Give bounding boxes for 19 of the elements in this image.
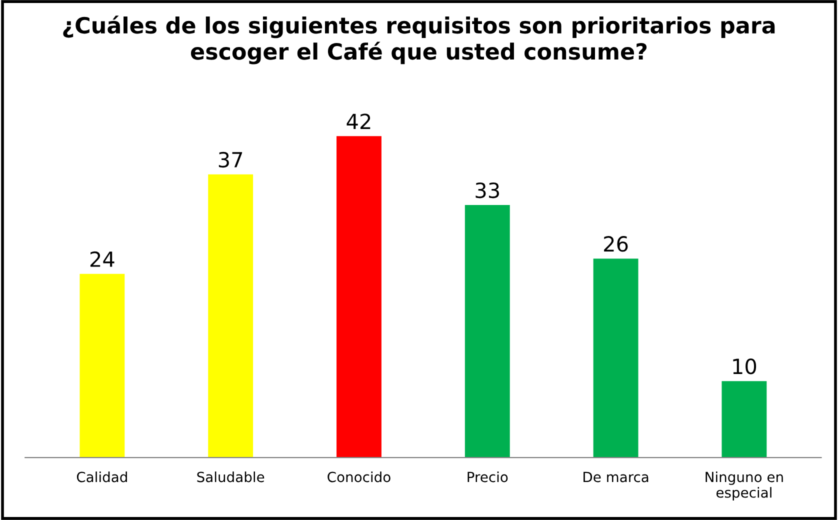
data-label: 10	[733, 358, 756, 374]
bar	[208, 174, 254, 458]
x-tick-label: Precio	[468, 471, 508, 482]
x-tick-label: Saludable	[197, 471, 264, 482]
bar	[722, 381, 767, 458]
x-tick-label: Conocido	[328, 471, 390, 482]
x-tick-label: Ninguno en especial	[706, 471, 783, 500]
data-label: 33	[476, 182, 499, 198]
data-label: 24	[90, 251, 114, 267]
bar	[80, 274, 125, 458]
bar	[593, 258, 638, 458]
data-label: 42	[346, 114, 370, 130]
x-tick-label: Calidad	[76, 471, 127, 482]
chart-title: ¿Cuáles de los siguientes requisitos son prioritarios para escoger el Café que usted consume?	[63, 16, 775, 64]
bar	[464, 205, 510, 458]
data-label: 26	[604, 236, 628, 252]
bar	[336, 136, 382, 458]
x-tick-label: De marca	[584, 472, 648, 482]
data-label: 37	[218, 152, 242, 168]
